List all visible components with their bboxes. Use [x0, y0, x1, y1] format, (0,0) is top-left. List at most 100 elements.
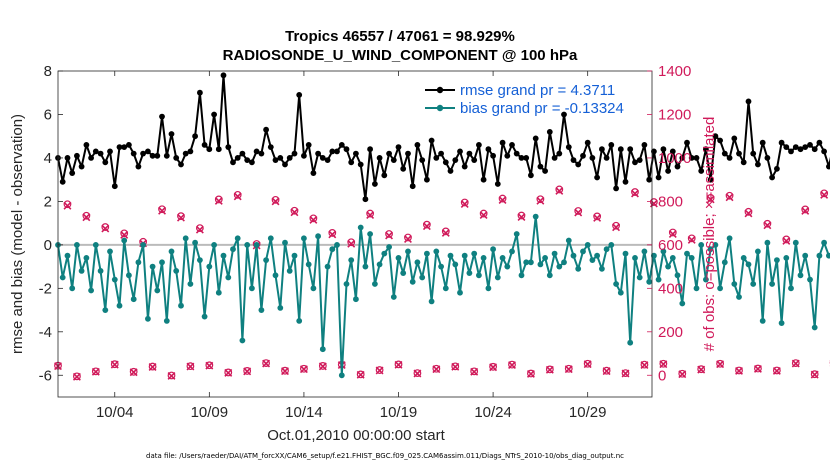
- bias-point: [253, 242, 260, 248]
- obs-possible-point: [706, 194, 715, 202]
- rmse-point: [376, 155, 383, 161]
- series-layer: [54, 72, 830, 381]
- footnote: data file: /Users/raeder/DAI/ATM_forcXX/…: [146, 452, 624, 460]
- obs-assimilated-point: [366, 211, 375, 220]
- rmse-point: [570, 157, 577, 164]
- rmse-point: [551, 155, 558, 161]
- obs-assimilated-point: [214, 196, 223, 205]
- rmse-point: [145, 148, 151, 155]
- obs-possible-point: [517, 211, 526, 220]
- bias-point: [513, 231, 520, 237]
- rmse-point: [244, 157, 251, 164]
- rmse-point: [59, 178, 66, 185]
- bias-line: [57, 215, 830, 377]
- bias-point: [442, 285, 449, 292]
- bias-point: [381, 250, 388, 257]
- rmse-point: [253, 148, 260, 155]
- rmse-point: [372, 181, 378, 187]
- rmse-point: [83, 142, 90, 148]
- bias-point: [490, 246, 496, 253]
- legend-bias-label: bias grand pr = -0.13324: [460, 100, 624, 117]
- bias-point: [646, 278, 653, 285]
- bias-point: [301, 235, 307, 242]
- rmse-point: [759, 139, 766, 146]
- rmse-point: [792, 144, 799, 151]
- obs-assimilated-point: [299, 365, 308, 374]
- obs-assimilated-point: [536, 196, 545, 205]
- rmse-point: [277, 155, 284, 161]
- obs-possible-point: [375, 366, 384, 374]
- obs-assimilated-point: [347, 239, 356, 248]
- rmse-point: [173, 155, 180, 161]
- bias-point: [64, 252, 71, 259]
- x-tick-label: 10/14: [285, 404, 323, 421]
- bias-point: [632, 255, 638, 261]
- obs-possible-point: [186, 362, 195, 371]
- obs-assimilated-point: [72, 372, 81, 381]
- bias-point: [315, 233, 321, 240]
- obs-possible-point: [214, 195, 223, 204]
- legend-rmse-label: rmse grand pr = 4.3711: [460, 82, 615, 99]
- obs-possible-point: [167, 371, 176, 380]
- rmse-point: [726, 155, 733, 161]
- bias-point: [655, 276, 662, 283]
- rmse-point: [338, 142, 345, 148]
- obs-possible-point: [413, 369, 422, 377]
- bias-point: [395, 255, 402, 261]
- rmse-point: [310, 170, 317, 177]
- obs-assimilated-point: [631, 189, 639, 198]
- bias-point: [173, 268, 180, 274]
- rmse-point: [187, 148, 194, 155]
- rmse-point: [821, 148, 827, 155]
- bias-point: [424, 250, 430, 257]
- bias-point: [807, 276, 813, 283]
- bias-point: [267, 235, 274, 242]
- rmse-point: [296, 92, 303, 98]
- rmse-point: [504, 152, 511, 159]
- obs-assimilated-point: [309, 215, 318, 224]
- rmse-point: [220, 72, 227, 79]
- bias-point: [476, 272, 482, 279]
- rmse-point: [111, 183, 118, 190]
- obs-possible-point: [110, 360, 119, 369]
- obs-assimilated-point: [110, 360, 119, 369]
- rmse-point: [608, 142, 615, 148]
- bias-point: [376, 261, 383, 268]
- bias-point: [788, 285, 794, 292]
- rmse-point: [565, 144, 572, 151]
- bias-point: [178, 302, 184, 309]
- rmse-point: [509, 142, 515, 148]
- bias-point: [665, 263, 671, 270]
- rmse-point: [159, 113, 165, 120]
- bias-point: [305, 261, 312, 268]
- obs-possible-point: [782, 235, 791, 244]
- bias-point: [551, 250, 558, 257]
- bias-point: [778, 320, 785, 326]
- bias-point: [149, 263, 156, 270]
- bias-point: [97, 268, 104, 274]
- obs-possible-point: [763, 219, 772, 228]
- rmse-point: [239, 150, 246, 157]
- obs-assimilated-point: [271, 197, 280, 206]
- obs-assimilated-point: [441, 228, 450, 237]
- obs-assimilated-point: [158, 206, 167, 215]
- obs-possible-point: [318, 362, 327, 370]
- obs-assimilated-point: [659, 360, 668, 369]
- rmse-point: [395, 144, 402, 151]
- bias-point: [750, 281, 757, 287]
- bias-point: [556, 263, 563, 270]
- obs-possible-point: [668, 228, 677, 237]
- bias-point: [433, 248, 440, 255]
- rmse-point: [466, 150, 473, 157]
- obs-assimilated-point: [602, 367, 611, 376]
- rmse-point: [688, 155, 695, 161]
- rmse-point: [594, 174, 600, 181]
- rmse-point: [518, 155, 525, 161]
- obs-assimilated-point: [763, 221, 772, 230]
- obs-possible-point: [281, 366, 289, 375]
- bias-point: [324, 263, 331, 270]
- rmse-point: [438, 150, 444, 157]
- bias-point: [537, 261, 544, 268]
- obs-assimilated-point: [753, 364, 762, 373]
- bias-point: [310, 285, 317, 292]
